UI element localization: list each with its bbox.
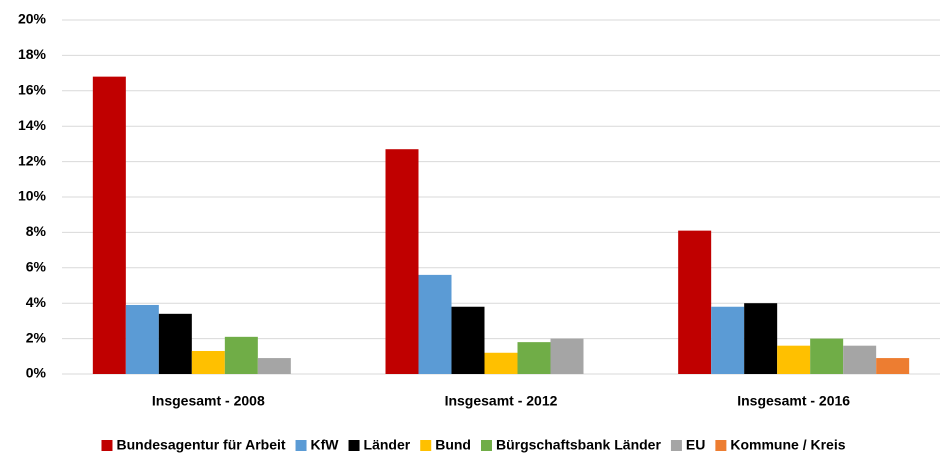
y-tick-label: 6% <box>26 259 47 275</box>
y-tick-label: 20% <box>18 11 47 27</box>
x-tick-label: Insgesamt - 2016 <box>737 393 850 409</box>
bar <box>678 230 712 374</box>
legend-label: Länder <box>364 437 411 453</box>
y-tick-label: 8% <box>26 223 47 239</box>
bar <box>158 313 192 374</box>
legend-swatch <box>420 440 432 451</box>
x-tick-label: Insgesamt - 2012 <box>445 393 558 409</box>
legend-label: Bundesagentur für Arbeit <box>116 437 285 453</box>
legend-label: Kommune / Kreis <box>730 437 845 453</box>
legend-swatch <box>715 440 727 451</box>
bar <box>711 306 745 374</box>
bar <box>843 345 877 374</box>
y-tick-label: 12% <box>18 152 47 168</box>
bar <box>777 345 811 374</box>
legend-label: EU <box>686 437 705 453</box>
bar <box>451 306 485 374</box>
y-tick-label: 18% <box>18 46 47 62</box>
bar <box>125 304 159 374</box>
y-tick-label: 16% <box>18 82 47 98</box>
legend-label: Bürgschaftsbank Länder <box>496 437 661 453</box>
bar <box>418 274 452 374</box>
bar <box>550 338 584 374</box>
legend-swatch <box>480 440 492 451</box>
bar <box>191 350 225 374</box>
y-tick-label: 10% <box>18 188 47 204</box>
bar <box>385 149 419 374</box>
y-tick-label: 0% <box>26 365 47 381</box>
bar <box>517 342 551 374</box>
bar <box>876 358 910 374</box>
bar <box>744 303 778 374</box>
x-tick-label: Insgesamt - 2008 <box>152 393 265 409</box>
y-tick-label: 4% <box>26 294 47 310</box>
legend-swatch <box>348 440 360 451</box>
y-tick-label: 2% <box>26 329 47 345</box>
bar <box>92 76 126 374</box>
legend-label: Bund <box>435 437 471 453</box>
legend-swatch <box>101 440 113 451</box>
bar <box>484 352 518 374</box>
legend-swatch <box>295 440 307 451</box>
bar <box>224 336 258 374</box>
legend-swatch <box>670 440 682 451</box>
bar <box>810 338 844 374</box>
y-tick-label: 14% <box>18 117 47 133</box>
bar <box>257 358 291 374</box>
legend-label: KfW <box>311 437 340 453</box>
